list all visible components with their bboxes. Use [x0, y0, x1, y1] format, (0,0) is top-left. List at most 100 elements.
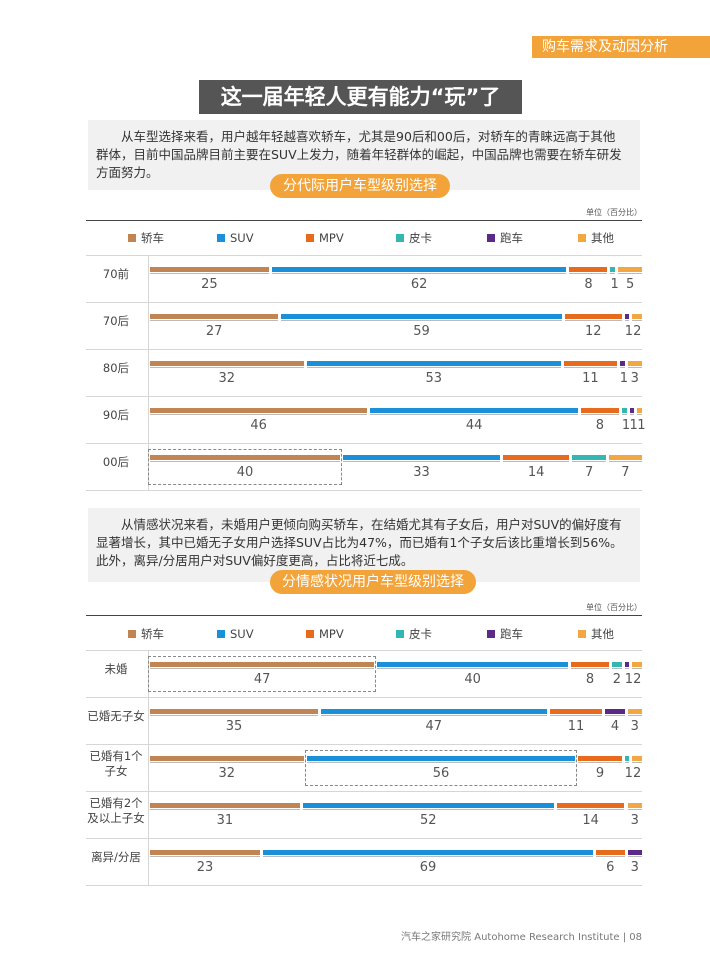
bar-segment	[150, 267, 269, 272]
bar-segment	[595, 850, 625, 855]
bar-segment	[578, 756, 622, 761]
category-label: 80后	[102, 361, 130, 375]
bar-segment-underline	[572, 461, 606, 462]
bar-segment-underline	[343, 461, 500, 462]
bar-segment-underline	[271, 273, 567, 274]
bar-segment-underline	[150, 414, 368, 415]
legend-swatch	[487, 630, 495, 638]
bar-value-label: 11	[567, 719, 585, 734]
bar-segment	[556, 803, 625, 808]
legend-item: 轿车	[128, 231, 164, 245]
legend-swatch	[487, 234, 495, 242]
bar-segment-underline	[564, 320, 622, 321]
bar-segment	[370, 408, 579, 413]
bar-value-label: 1	[619, 371, 629, 386]
row-separator	[86, 697, 642, 698]
bar-value-label: 7	[584, 465, 594, 480]
legend-label: MPV	[319, 231, 344, 245]
bar-segment-underline	[627, 809, 642, 810]
bar-segment	[306, 361, 561, 366]
chart-header-sep	[86, 255, 642, 256]
bar-segment-underline	[306, 762, 576, 763]
chart-top-rule	[86, 220, 642, 221]
bar-segment-underline	[306, 367, 561, 368]
bar-segment	[564, 361, 617, 366]
bar-value-label: 44	[465, 418, 483, 433]
bar-segment	[612, 662, 622, 667]
category-label: 未婚	[86, 662, 146, 677]
bar-value-label: 2	[612, 672, 622, 687]
bar-segment-underline	[627, 856, 642, 857]
bar-value-label: 32	[218, 766, 236, 781]
legend-item: SUV	[217, 231, 254, 245]
row-separator	[86, 396, 642, 397]
bar-segment-underline	[608, 461, 642, 462]
bar-segment-underline	[632, 320, 642, 321]
bar-segment-underline	[150, 273, 269, 274]
bar-segment	[627, 709, 642, 714]
bar-value-label: 2	[633, 324, 642, 339]
bar-segment-underline	[549, 715, 603, 716]
bar-segment	[632, 756, 642, 761]
bar-segment-underline	[605, 715, 625, 716]
bar-value-label: 3	[630, 813, 639, 828]
bar-value-label: 8	[584, 277, 593, 292]
legend-label: 其他	[591, 231, 614, 245]
bar-segment	[624, 756, 630, 761]
bar-segment	[624, 662, 630, 667]
bar-segment-underline	[150, 320, 279, 321]
bar-segment	[627, 850, 642, 855]
bar-segment-underline	[570, 668, 610, 669]
bar-segment	[605, 709, 625, 714]
bar-segment-underline	[150, 809, 300, 810]
bar-value-label: 40	[236, 465, 254, 480]
bar-value-label: 8	[595, 418, 605, 433]
bar-value-label: 2	[633, 766, 642, 781]
bar-value-label: 3	[630, 719, 639, 734]
legend-label: 其他	[591, 627, 614, 641]
bar-segment-underline	[621, 414, 627, 415]
bar-segment	[150, 850, 260, 855]
bar-segment-underline	[624, 762, 630, 763]
bar-value-label: 69	[419, 860, 437, 875]
bar-segment	[572, 455, 606, 460]
bar-segment	[621, 408, 627, 413]
bar-value-label: 5	[625, 277, 635, 292]
legend-item: SUV	[217, 627, 254, 641]
bar-segment-underline	[281, 320, 562, 321]
bar-value-label: 6	[606, 860, 615, 875]
category-label-line: 未婚	[104, 662, 128, 676]
category-axis-line	[148, 255, 149, 490]
bar-value-label: 1	[624, 324, 634, 339]
bar-segment	[302, 803, 554, 808]
bar-segment-underline	[321, 715, 547, 716]
highlight-box	[148, 449, 343, 485]
bar-segment	[150, 408, 368, 413]
legend-swatch	[128, 630, 136, 638]
bar-segment	[150, 709, 318, 714]
row-separator	[86, 490, 642, 491]
bar-segment	[306, 756, 576, 761]
section-tag: 购车需求及动因分析	[532, 36, 710, 58]
highlight-box	[304, 750, 578, 786]
bar-segment-underline	[610, 273, 616, 274]
bar-segment	[632, 662, 642, 667]
legend-swatch	[396, 234, 404, 242]
bar-value-label: 35	[225, 719, 243, 734]
bar-value-label: 33	[413, 465, 430, 480]
row-separator	[86, 791, 642, 792]
bar-value-label: 1	[624, 766, 633, 781]
legend-swatch	[217, 234, 225, 242]
bar-segment-underline	[556, 809, 625, 810]
bar-segment-underline	[569, 273, 608, 274]
bar-segment-underline	[578, 762, 622, 763]
bar-segment	[343, 455, 500, 460]
row-separator	[86, 302, 642, 303]
bar-segment	[262, 850, 593, 855]
bar-segment	[150, 314, 279, 319]
bar-segment-underline	[624, 668, 630, 669]
bar-segment	[608, 455, 642, 460]
legend-label: 轿车	[141, 627, 164, 641]
category-label: 离异/分居	[86, 850, 146, 865]
bar-value-label: 56	[432, 766, 450, 781]
